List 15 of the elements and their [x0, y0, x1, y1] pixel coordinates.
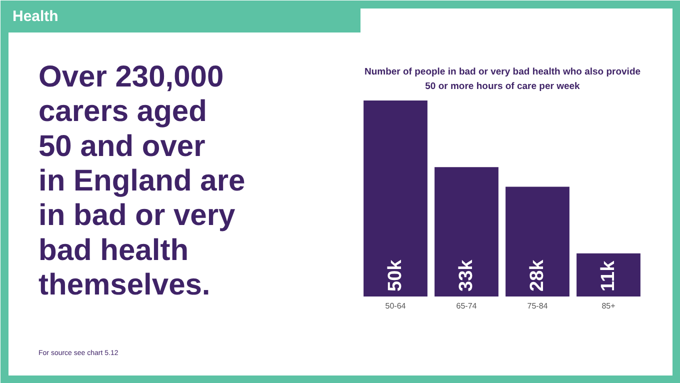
bar — [364, 100, 428, 296]
data-label: 33k — [456, 259, 477, 292]
text: Over 230,000 carers aged 50 and over in England are in bad or very bad health themselves. — [38, 60, 246, 302]
chart-title: Number of people in bad or very bad health who also provide 50 or more hours of care per week — [364, 66, 641, 92]
x-tick-label: 75-84 — [527, 302, 548, 310]
data-label: 11k — [598, 260, 619, 292]
data-label: 50k — [385, 259, 406, 292]
bar — [434, 167, 498, 296]
x-tick-label: 85+ — [602, 302, 616, 310]
x-tick-label: 50-64 — [385, 302, 406, 310]
bar — [506, 186, 570, 296]
text: Health — [12, 8, 58, 25]
x-tick-label: 65-74 — [456, 302, 478, 310]
data-label: 28k — [527, 259, 548, 292]
bar — [576, 253, 640, 296]
